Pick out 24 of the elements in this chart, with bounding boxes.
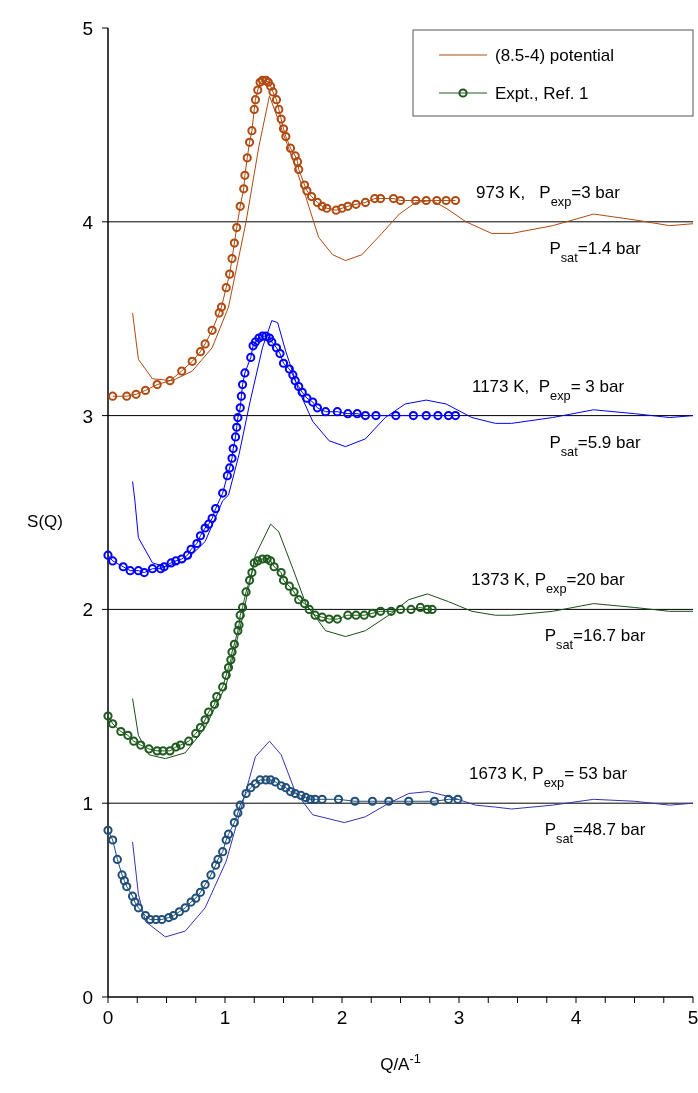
x-axis-title: Q/A$^{-1}$ (380, 1050, 421, 1074)
annotation: 1373 K, P$_{exp}$=20 bar (471, 570, 626, 596)
annotation: 1173 K, P$_{exp}$= 3 bar (471, 376, 625, 403)
annotation: P$_{sat}$=16.7 bar (544, 626, 646, 652)
y-tick-label: 1 (82, 793, 93, 815)
y-tick-label: 0 (82, 987, 93, 1008)
annotation: P$_{sat}$=48.7 bar (544, 820, 646, 846)
x-tick-label: 2 (336, 1007, 348, 1028)
legend-label: (8.5-4) potential (495, 46, 615, 65)
y-tick-label: 3 (82, 405, 93, 427)
annotation: 1673 K, P$_{exp}$= 53 bar (468, 764, 628, 790)
y-axis-title: S(Q) (27, 512, 63, 531)
annotation: P$_{sat}$=1.4 bar (549, 238, 641, 265)
x-tick-label: 0 (102, 1007, 114, 1028)
y-tick-label: 4 (82, 211, 94, 233)
annotation: 973 K, P$_{exp}$=3 bar (476, 182, 621, 209)
x-tick-label: 5 (687, 1007, 698, 1028)
y-tick-label: 2 (82, 599, 93, 621)
annotation: P$_{sat}$=5.9 bar (549, 432, 641, 459)
y-tick-label: 5 (82, 18, 93, 39)
x-tick-label: 4 (570, 1007, 582, 1028)
x-tick-label: 1 (219, 1007, 231, 1028)
x-tick-label: 3 (453, 1007, 465, 1028)
legend-label: Expt., Ref. 1 (495, 84, 589, 103)
